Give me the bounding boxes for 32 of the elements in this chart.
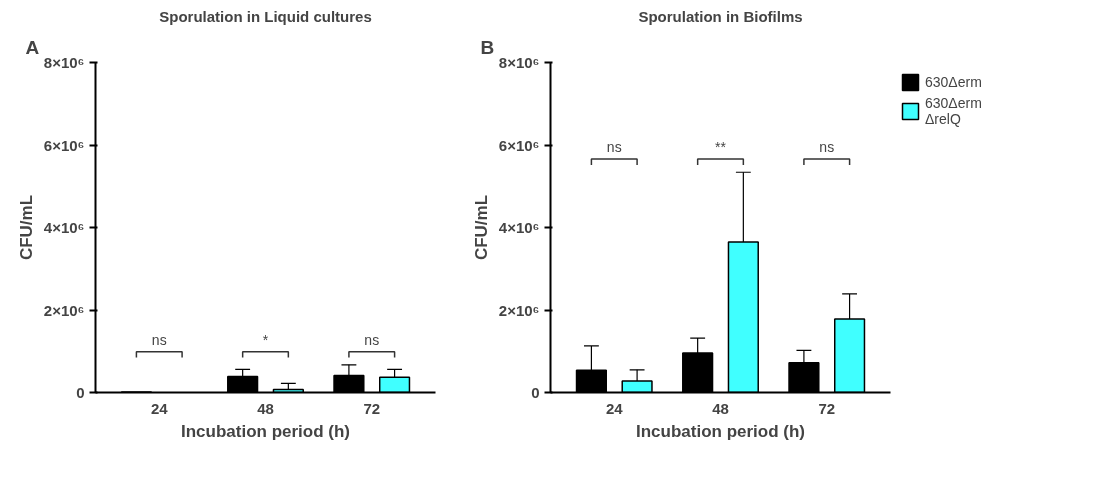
annotation: *: [262, 332, 269, 349]
y-tick-label: 4×10⁶: [43, 219, 85, 236]
y-tick-label: 0: [76, 384, 85, 401]
y-tick-label: 8×10⁶: [43, 54, 85, 71]
y-axis-title: CFU/mL: [471, 194, 491, 261]
legend-label: 630Δerm ΔrelQ: [925, 95, 982, 127]
legend-label: 630Δerm: [925, 74, 982, 90]
x-axis-title: Incubation period (h): [180, 421, 351, 441]
x-tick-label: 48: [257, 399, 274, 417]
y-tick-label: 2×10⁶: [43, 301, 85, 319]
annotation: ns: [606, 139, 622, 156]
annotation: ns: [364, 332, 380, 349]
y-tick-label: 8×10⁶: [498, 54, 540, 71]
text: B: [480, 36, 495, 58]
annotation: **: [715, 139, 727, 156]
y-tick-label: 6×10⁶: [43, 136, 85, 154]
x-tick-label: 72: [818, 399, 836, 417]
y-tick-label: 6×10⁶: [498, 136, 540, 154]
x-axis-title: Incubation period (h): [635, 421, 806, 441]
x-tick-label: 24: [605, 399, 624, 417]
x-tick-label: 48: [712, 399, 729, 417]
text: A: [25, 36, 40, 58]
annotation: ns: [151, 332, 167, 349]
y-tick-label: 4×10⁶: [498, 219, 540, 236]
annotation: ns: [819, 139, 835, 156]
x-tick-label: 24: [150, 399, 169, 417]
x-tick-label: 72: [363, 399, 381, 417]
chart-title: Sporulation in Liquid cultures: [159, 7, 372, 25]
y-axis-title: CFU/mL: [16, 194, 36, 261]
chart-title: Sporulation in Biofilms: [638, 7, 803, 25]
y-tick-label: 0: [531, 384, 540, 401]
y-tick-label: 2×10⁶: [498, 301, 540, 319]
